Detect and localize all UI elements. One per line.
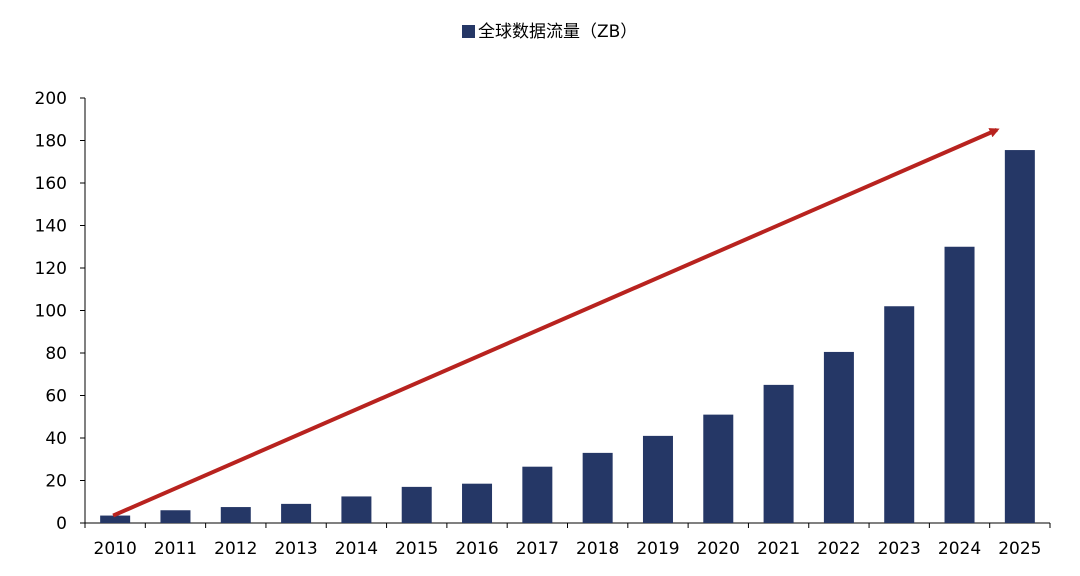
x-tick-label: 2023 <box>878 539 921 559</box>
y-tick-label: 80 <box>45 344 67 364</box>
bar <box>763 384 794 523</box>
x-tick-label: 2014 <box>335 539 378 559</box>
trend-arrow-group <box>112 128 1000 518</box>
bar <box>160 510 191 523</box>
y-tick-label: 0 <box>56 514 67 534</box>
x-tick-labels: 2010 2011 2012 2013 2014 2015 2016 2017 2018 2019… <box>94 539 1042 559</box>
bar <box>522 466 553 523</box>
bar <box>944 246 975 523</box>
bar <box>1004 150 1035 523</box>
x-tick-label: 2018 <box>576 539 619 559</box>
y-tick-label: 60 <box>45 387 67 407</box>
x-tick-label: 2019 <box>636 539 679 559</box>
y-tick-label: 40 <box>45 429 67 449</box>
x-tick-label: 2010 <box>94 539 137 559</box>
trend-arrow <box>112 128 1000 518</box>
y-tick-label: 120 <box>35 259 67 279</box>
y-tick-label: 140 <box>35 217 67 237</box>
bar <box>341 496 372 523</box>
legend-label: 全球数据流量（ZB） <box>478 22 637 42</box>
x-tick-label: 2012 <box>214 539 257 559</box>
bar <box>220 507 251 523</box>
bar <box>642 435 673 523</box>
legend-swatch <box>462 25 475 38</box>
bar <box>582 452 613 523</box>
x-tick-label: 2015 <box>395 539 438 559</box>
bar <box>100 515 131 523</box>
x-tick-label: 2017 <box>516 539 559 559</box>
x-tick-label: 2022 <box>817 539 860 559</box>
x-tick-label: 2011 <box>154 539 197 559</box>
y-tick-label: 180 <box>35 132 67 152</box>
legend: 全球数据流量（ZB） <box>462 22 637 42</box>
x-tick-label: 2013 <box>274 539 317 559</box>
y-tick-label: 20 <box>45 472 67 492</box>
y-tick-label: 200 <box>35 89 67 109</box>
bar <box>401 486 432 523</box>
bar <box>823 351 854 523</box>
bar <box>703 414 734 523</box>
bar <box>462 483 493 523</box>
y-tick-label: 160 <box>35 174 67 194</box>
y-tick-labels: 0 20 40 60 80 100 120 140 160 180 200 <box>35 89 67 534</box>
x-tick-label: 2024 <box>938 539 981 559</box>
bar <box>281 503 312 523</box>
bar <box>884 306 915 523</box>
bars <box>100 150 1035 523</box>
x-tick-label: 2020 <box>697 539 740 559</box>
x-tick-label: 2025 <box>998 539 1041 559</box>
x-tick-label: 2016 <box>455 539 498 559</box>
x-tick-label: 2021 <box>757 539 800 559</box>
y-tick-label: 100 <box>35 302 67 322</box>
